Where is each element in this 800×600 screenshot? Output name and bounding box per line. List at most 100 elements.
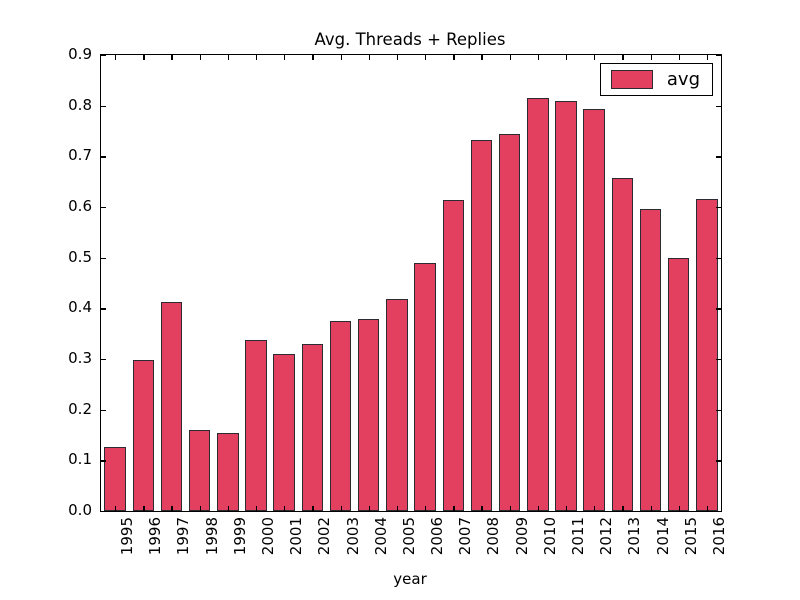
y-tick-0.6	[101, 207, 106, 209]
y-tick-right-0.4	[716, 308, 721, 310]
x-tick-2006	[425, 506, 427, 511]
x-tick-top-1999	[227, 55, 230, 60]
y-tick-right-0.8	[716, 105, 721, 107]
bar-1995[interactable]	[104, 446, 126, 511]
y-tick-right-0.1	[716, 460, 721, 462]
y-tick-label-0.8: 0.8	[68, 95, 92, 114]
bar-2000[interactable]	[245, 340, 267, 511]
y-tick-label-0.4: 0.4	[68, 298, 92, 317]
x-tick-label-2006: 2006	[428, 517, 447, 556]
bar-1999[interactable]	[217, 433, 239, 511]
x-tick-label-2004: 2004	[371, 517, 390, 556]
x-tick-top-1995	[115, 55, 117, 60]
x-tick-label-2002: 2002	[315, 517, 334, 556]
y-tick-0.9	[101, 55, 106, 57]
y-tick-right-0.6	[716, 207, 721, 209]
x-tick-top-2005	[396, 55, 399, 60]
x-tick-2010	[537, 506, 540, 511]
bar-2011[interactable]	[555, 101, 577, 511]
x-tick-2014	[650, 506, 652, 511]
x-tick-top-2015	[678, 55, 681, 60]
x-tick-label-2010: 2010	[540, 517, 559, 556]
x-tick-2003	[340, 506, 342, 511]
x-tick-top-2004	[368, 55, 371, 60]
y-tick-right-0.0	[716, 511, 721, 513]
bar-2009[interactable]	[498, 133, 521, 511]
x-tick-top-2000	[256, 55, 258, 60]
bar-2006[interactable]	[414, 263, 436, 511]
x-tick-label-1998: 1998	[202, 517, 221, 556]
x-tick-2016	[706, 506, 709, 511]
x-axis-tick-labels: 1995 1996 1997 1998 1999 2000 2001 2002 2003 2004…	[100, 510, 728, 570]
x-tick-label-2012: 2012	[597, 517, 616, 556]
x-tick-2005	[396, 506, 399, 511]
y-tick-right-0.9	[716, 55, 721, 57]
chart-legend[interactable]: avg	[599, 63, 713, 96]
bar-2013[interactable]	[611, 178, 634, 511]
x-tick-1998	[199, 506, 201, 511]
x-tick-label-2014: 2014	[653, 517, 672, 556]
x-tick-top-2009	[509, 55, 511, 60]
y-tick-0.0	[101, 511, 106, 513]
bars-layer	[101, 55, 721, 511]
x-tick-1996	[143, 506, 145, 511]
bar-2015[interactable]	[668, 258, 690, 511]
legend-label-avg: avg	[666, 69, 700, 90]
x-tick-label-2000: 2000	[259, 517, 277, 556]
x-tick-1995	[115, 506, 117, 511]
bar-2007[interactable]	[442, 200, 464, 511]
y-axis-tick-labels: 0.0 0.1 0.2 0.3 0.4 0.5 0.6 0.7 0.8 0.9	[46, 45, 92, 519]
x-tick-2011	[566, 506, 568, 511]
bar-2001[interactable]	[273, 353, 295, 511]
y-tick-label-0.5: 0.5	[68, 247, 92, 266]
y-tick-0.2	[101, 409, 106, 411]
x-tick-2004	[368, 506, 371, 511]
y-tick-0.3	[101, 359, 106, 361]
bar-1996[interactable]	[132, 360, 154, 511]
bar-1997[interactable]	[160, 301, 183, 511]
bar-1998[interactable]	[188, 429, 211, 511]
x-tick-top-2007	[453, 55, 455, 60]
x-tick-2009	[509, 506, 511, 511]
y-tick-label-0.7: 0.7	[68, 146, 92, 165]
x-tick-top-2010	[537, 55, 540, 60]
x-tick-label-2009: 2009	[512, 517, 531, 556]
bar-2002[interactable]	[301, 343, 324, 511]
y-tick-label-0.9: 0.9	[68, 45, 92, 63]
x-tick-2001	[284, 506, 286, 511]
y-tick-label-0.3: 0.3	[68, 349, 92, 367]
x-tick-label-2005: 2005	[399, 517, 418, 556]
x-tick-top-2014	[650, 55, 652, 60]
x-tick-label-2001: 2001	[287, 517, 306, 556]
x-tick-label-1997: 1997	[174, 517, 193, 556]
x-tick-label-2015: 2015	[681, 517, 700, 556]
bar-2014[interactable]	[639, 209, 662, 511]
x-tick-label-1995: 1995	[118, 517, 137, 556]
y-tick-0.5	[101, 257, 106, 259]
y-tick-label-0.6: 0.6	[68, 197, 92, 215]
x-tick-top-1997	[171, 55, 173, 60]
x-tick-top-2008	[481, 55, 483, 60]
x-tick-top-2002	[312, 55, 314, 60]
bar-2016[interactable]	[696, 199, 718, 511]
x-tick-top-2016	[706, 55, 709, 60]
x-tick-label-2011: 2011	[569, 517, 587, 556]
x-tick-2007	[453, 506, 455, 511]
x-tick-label-2013: 2013	[625, 517, 644, 556]
x-tick-label-2008: 2008	[484, 517, 503, 556]
x-tick-top-2006	[425, 55, 427, 60]
x-tick-2013	[622, 506, 624, 511]
bar-2012[interactable]	[583, 109, 605, 511]
bar-2003[interactable]	[329, 320, 352, 511]
y-tick-right-0.5	[716, 257, 721, 259]
bar-2005[interactable]	[386, 298, 408, 511]
chart-title: Avg. Threads + Replies	[314, 30, 506, 49]
bar-2004[interactable]	[358, 318, 380, 511]
bar-2008[interactable]	[470, 139, 493, 511]
x-tick-1997	[171, 506, 173, 511]
y-tick-0.1	[101, 460, 106, 462]
bar-2010[interactable]	[527, 98, 549, 511]
x-tick-top-2013	[622, 55, 624, 60]
x-tick-top-2003	[340, 55, 342, 60]
